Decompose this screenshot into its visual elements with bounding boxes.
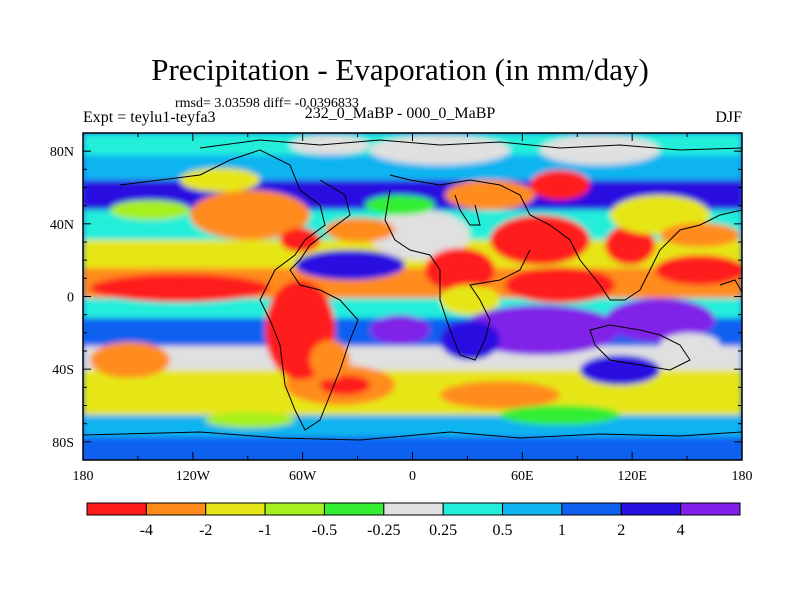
lon-tick-label: 120W bbox=[176, 469, 211, 484]
precip-evap-field bbox=[83, 133, 742, 460]
period-label: 232_0_MaBP - 000_0_MaBP bbox=[304, 105, 496, 122]
lon-tick-label: 120E bbox=[617, 469, 647, 484]
colorbar-swatch bbox=[323, 502, 385, 516]
colorbar-label: 4 bbox=[677, 522, 685, 539]
colorbar-swatch bbox=[442, 502, 504, 516]
rmsd-diff-stats: rmsd= 3.03598 diff= -0.0396833 bbox=[175, 96, 359, 111]
lat-tick-label: 40S bbox=[52, 363, 74, 378]
plot-title: Precipitation - Evaporation (in mm/day) bbox=[151, 52, 649, 87]
lon-tick-label: 180 bbox=[732, 469, 753, 484]
colorbar-label: 0.5 bbox=[493, 522, 513, 539]
coastline-outlines bbox=[83, 139, 742, 441]
colorbar-swatch bbox=[145, 502, 207, 516]
colorbar-label: 2 bbox=[617, 522, 625, 539]
colorbar-swatch bbox=[264, 502, 325, 516]
axis-tick-labels: 180 120W 60W 0 60E 120E 180 80N 40N 0 40S 80S bbox=[50, 145, 753, 484]
colorbar bbox=[86, 502, 741, 516]
colorbar-label: 1 bbox=[558, 522, 566, 539]
experiment-label: Expt = teylu1-teyfa3 bbox=[83, 109, 216, 126]
colorbar-labels: -4 -2 -1 -0.5 -0.25 0.25 0.5 1 2 4 bbox=[140, 522, 685, 539]
axis-ticks bbox=[82, 132, 743, 461]
colorbar-swatch bbox=[620, 502, 682, 516]
lat-tick-label: 40N bbox=[50, 218, 74, 233]
lon-tick-label: 60E bbox=[511, 469, 534, 484]
colorbar-label: -1 bbox=[258, 522, 271, 539]
colorbar-swatch bbox=[680, 502, 741, 516]
lon-tick-label: 60W bbox=[289, 469, 317, 484]
season-label: DJF bbox=[715, 109, 742, 126]
lon-tick-label: 0 bbox=[409, 469, 416, 484]
colorbar-swatch bbox=[502, 502, 563, 516]
lat-tick-label: 80N bbox=[50, 145, 74, 160]
colorbar-swatch bbox=[205, 502, 266, 516]
colorbar-label: -4 bbox=[140, 522, 153, 539]
colorbar-swatch bbox=[383, 502, 444, 516]
colorbar-label: -0.25 bbox=[367, 522, 400, 539]
lon-tick-label: 180 bbox=[73, 469, 94, 484]
colorbar-label: 0.25 bbox=[429, 522, 457, 539]
colorbar-swatch bbox=[86, 502, 147, 516]
lat-tick-label: 0 bbox=[67, 291, 74, 306]
colorbar-label: -2 bbox=[199, 522, 212, 539]
colorbar-swatch bbox=[561, 502, 622, 516]
lat-tick-label: 80S bbox=[52, 436, 74, 451]
colorbar-label: -0.5 bbox=[312, 522, 337, 539]
